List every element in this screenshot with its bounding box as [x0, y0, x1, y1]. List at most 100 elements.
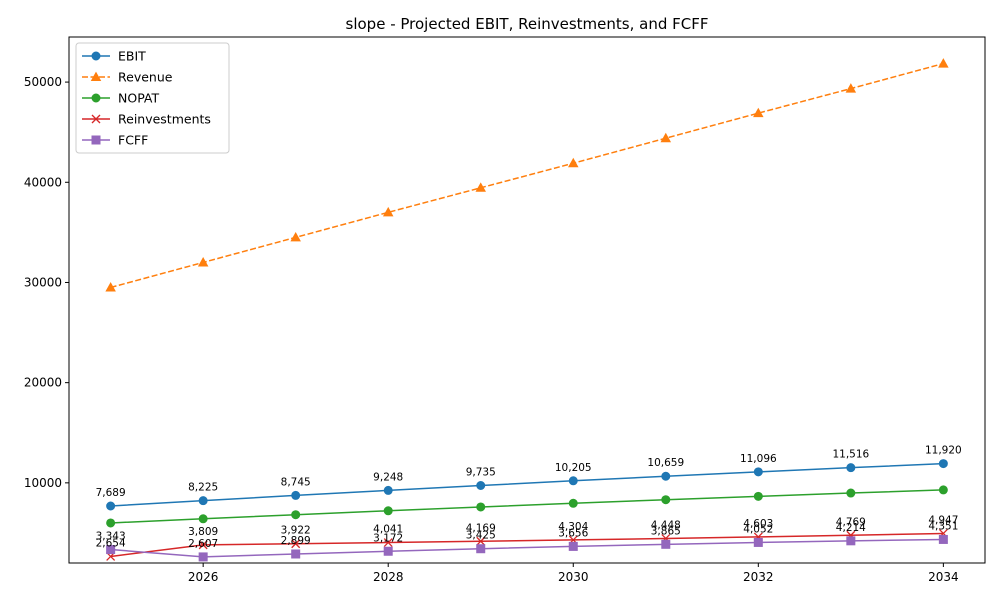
data-label-ebit: 11,096 — [740, 453, 777, 465]
legend-marker-ebit — [91, 51, 101, 61]
series-point-revenue — [660, 132, 672, 143]
series-point-ebit — [846, 463, 856, 473]
data-label-reinvestments: 4,947 — [928, 514, 958, 526]
series-point-reinvestments-b — [383, 538, 393, 548]
series-point-revenue — [753, 107, 764, 118]
series-point-nopat — [476, 502, 486, 512]
series-ebit — [106, 459, 948, 511]
series-point-fcff — [938, 534, 948, 544]
series-nopat — [106, 485, 948, 528]
y-tick-label: 20000 — [24, 376, 62, 390]
series-point-revenue — [105, 282, 116, 292]
x-tick-label: 2030 — [558, 570, 589, 584]
data-label-ebit: 11,920 — [925, 445, 962, 457]
data-label-fcff: 3,865 — [651, 525, 681, 537]
series-point-nopat — [846, 488, 856, 498]
x-tick-label: 2026 — [188, 570, 219, 584]
legend: EBIT Revenue NOPAT Reinvestments FCFF — [75, 42, 230, 154]
series-point-revenue — [938, 58, 949, 68]
data-label-ebit: 9,735 — [466, 467, 496, 479]
legend-label-revenue: Revenue — [118, 70, 173, 85]
series-line-fcff — [110, 538, 944, 558]
series-point-revenue — [290, 231, 301, 242]
legend-marker-reinvestments — [91, 114, 101, 124]
series-line-nopat — [110, 489, 944, 524]
legend-box — [75, 42, 230, 154]
series-point-reinvestments — [476, 536, 486, 546]
data-label-reinvestments: 3,809 — [188, 526, 218, 538]
x-tick-label: 2034 — [928, 570, 959, 584]
series-point-nopat — [938, 485, 948, 495]
data-label-fcff: 4,351 — [928, 520, 958, 532]
data-label-reinvestments: 4,304 — [558, 521, 588, 533]
legend-label-ebit: EBIT — [118, 49, 146, 64]
series-point-nopat — [661, 495, 671, 505]
series-point-fcff — [106, 545, 116, 555]
series-point-revenue — [845, 83, 857, 93]
series-point-reinvestments-b — [291, 539, 301, 549]
y-tick-label: 40000 — [24, 175, 62, 189]
chart-title: slope - Projected EBIT, Reinvestments, a… — [346, 15, 709, 33]
legend-label-fcff: FCFF — [118, 133, 148, 148]
legend-label-reinvestments: Reinvestments — [118, 112, 211, 127]
series-point-ebit — [198, 496, 208, 506]
data-label-ebit: 10,659 — [647, 457, 684, 469]
y-tick-label: 10000 — [24, 476, 62, 490]
series-point-fcff — [568, 541, 578, 551]
data-label-ebit: 11,516 — [832, 449, 869, 461]
series-point-fcff — [476, 544, 486, 554]
series-point-fcff — [383, 546, 393, 556]
legend-label-nopat: NOPAT — [118, 91, 160, 106]
series-point-reinvestments — [291, 539, 301, 549]
series-point-nopat — [568, 498, 578, 508]
axes: 2026 2028 2030 2032 2034 10000 20000 30000 40000… — [24, 75, 959, 584]
series-point-revenue — [382, 206, 394, 217]
series-point-fcff — [291, 549, 301, 559]
data-label-fcff: 3,425 — [466, 530, 496, 542]
series-point-nopat — [753, 491, 763, 501]
data-label-fcff: 4,214 — [836, 522, 866, 534]
data-label-ebit: 7,689 — [96, 487, 126, 499]
series-layer — [105, 58, 949, 562]
legend-marker-nopat — [91, 93, 101, 103]
data-labels: 7,689 8,225 8,745 9,248 9,735 10,205 10,659 11,… — [96, 445, 962, 550]
legend-item-ebit: EBIT — [82, 49, 146, 64]
series-point-reinvestments — [383, 538, 393, 548]
data-label-reinvestments: 4,448 — [651, 519, 681, 531]
series-point-nopat — [106, 518, 116, 528]
legend-marker-reinvestments-b — [91, 114, 101, 124]
series-point-ebit — [476, 481, 486, 491]
legend-item-reinvestments: Reinvestments — [82, 112, 211, 127]
series-point-ebit — [568, 476, 578, 486]
x-tick-label: 2028 — [373, 570, 404, 584]
data-label-fcff: 2,607 — [188, 538, 218, 550]
series-point-reinvestments-b — [198, 540, 208, 550]
series-point-fcff — [198, 552, 208, 562]
data-label-reinvestments: 4,769 — [836, 516, 866, 528]
series-point-reinvestments-b — [476, 536, 486, 546]
series-point-revenue — [475, 182, 486, 192]
series-fcff — [106, 534, 948, 562]
data-label-fcff: 3,656 — [558, 527, 588, 539]
data-label-fcff: 4,052 — [743, 523, 773, 535]
data-label-reinvestments: 4,041 — [373, 524, 403, 536]
series-point-ebit — [753, 467, 763, 477]
data-label-fcff: 2,899 — [281, 535, 311, 547]
data-label-reinvestments: 4,169 — [466, 522, 496, 534]
series-point-revenue — [568, 157, 579, 168]
data-label-reinvestments: 3,922 — [281, 525, 311, 537]
data-label-reinvestments: 2,654 — [96, 537, 126, 549]
legend-marker-revenue — [90, 71, 102, 82]
series-line-revenue — [110, 62, 944, 289]
series-line-reinvestments — [110, 532, 944, 558]
data-label-ebit: 10,205 — [555, 462, 592, 474]
data-label-fcff: 3,172 — [373, 532, 403, 544]
series-point-ebit — [383, 485, 393, 495]
y-tick-label: 30000 — [24, 275, 62, 289]
data-label-ebit: 8,745 — [281, 476, 311, 488]
series-point-ebit — [291, 490, 301, 500]
series-point-ebit — [661, 471, 671, 481]
data-label-fcff: 3,343 — [96, 531, 126, 543]
data-label-reinvestments: 4,603 — [743, 518, 773, 530]
